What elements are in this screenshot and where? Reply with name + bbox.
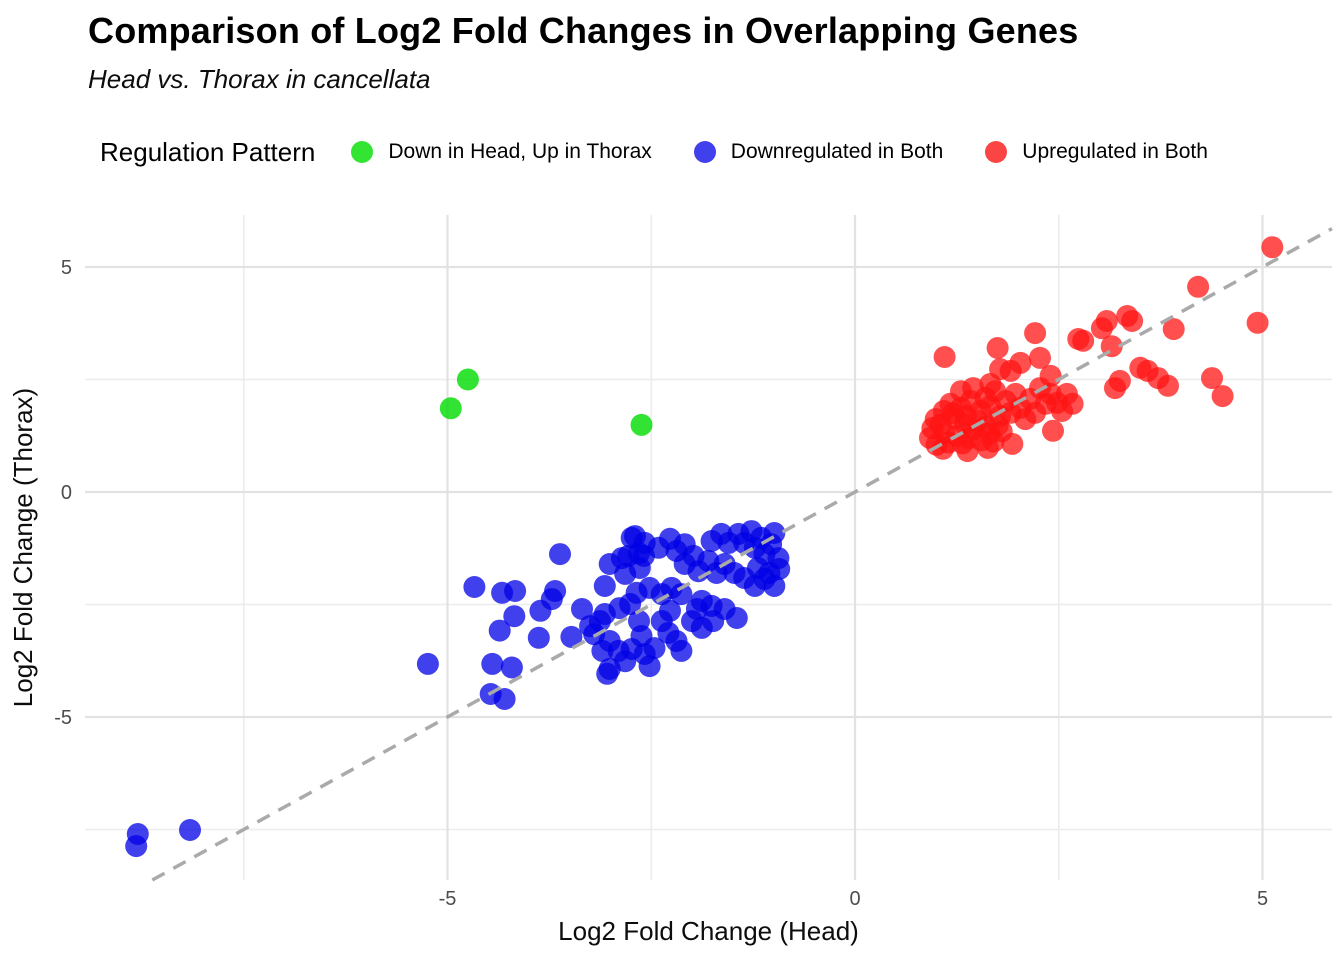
data-point [1029, 346, 1051, 369]
x-tick-label: 5 [1257, 888, 1268, 910]
data-point [1162, 318, 1185, 341]
data-point [747, 557, 769, 579]
series-0 [439, 368, 653, 436]
y-tick-label: 0 [61, 482, 72, 504]
data-point [986, 337, 1009, 359]
legend-item-label: Downregulated in Both [730, 140, 944, 163]
legend-dot-icon [985, 141, 1008, 163]
data-point [416, 652, 439, 675]
data-point [125, 835, 148, 858]
data-point [638, 655, 661, 678]
data-point [630, 413, 653, 436]
data-point [670, 639, 693, 662]
data-point [932, 437, 954, 460]
data-point [593, 575, 616, 597]
data-point [1104, 377, 1126, 400]
legend-item-green: Down in Head, Up in Thorax [351, 140, 652, 164]
legend-item-label: Down in Head, Up in Thorax [388, 140, 652, 163]
data-point [439, 397, 462, 420]
y-tick-label: 5 [61, 257, 72, 279]
data-point [571, 598, 593, 620]
data-point [1061, 392, 1084, 415]
series-1 [125, 520, 791, 858]
data-point [1261, 236, 1284, 259]
data-point [504, 580, 527, 602]
identity-line [151, 227, 1333, 882]
data-point [659, 599, 681, 622]
data-point [1157, 374, 1179, 397]
y-axis-title: Log2 Fold Change (Thorax) [8, 388, 38, 707]
data-point [1121, 310, 1144, 332]
data-point [956, 440, 979, 463]
data-point [1095, 310, 1118, 332]
data-point [549, 543, 571, 566]
data-point [493, 688, 516, 710]
data-point [1072, 329, 1095, 352]
data-point [596, 662, 619, 685]
legend-item-label: Upregulated in Both [1022, 140, 1208, 163]
chart-subtitle: Head vs. Thorax in cancellata [88, 64, 431, 94]
data-point [1187, 275, 1210, 298]
data-point [1024, 322, 1047, 345]
data-point [1211, 385, 1234, 408]
data-point [503, 605, 526, 628]
data-point [463, 576, 486, 598]
data-point [643, 637, 666, 660]
data-point [488, 619, 511, 642]
data-point [725, 607, 748, 629]
legend-item-red: Upregulated in Both [985, 140, 1208, 164]
x-tick-label: -5 [439, 888, 457, 910]
data-point [1001, 432, 1024, 455]
data-point [179, 819, 201, 841]
legend: Regulation Pattern Down in Head, Up in T… [100, 136, 1208, 168]
y-tick-label: -5 [54, 707, 72, 729]
series-2 [919, 236, 1284, 463]
data-point [591, 639, 614, 662]
data-point [1246, 311, 1269, 334]
legend-title: Regulation Pattern [100, 136, 316, 167]
legend-dot-icon [693, 141, 716, 163]
data-point [700, 594, 723, 617]
data-point [527, 626, 550, 649]
chart-title: Comparison of Log2 Fold Changes in Overl… [88, 10, 1079, 51]
legend-dot-icon [351, 141, 374, 163]
data-point [1042, 419, 1064, 442]
legend-items: Down in Head, Up in Thorax Downregulated … [351, 140, 1208, 164]
data-point [670, 583, 693, 606]
data-point [456, 368, 479, 391]
data-point [481, 652, 504, 675]
data-point [976, 436, 999, 459]
data-point [1201, 367, 1223, 390]
data-point [500, 656, 523, 679]
data-point [933, 346, 956, 368]
data-point [979, 373, 1002, 395]
x-axis-title: Log2 Fold Change (Head) [558, 916, 859, 946]
data-point [560, 625, 583, 648]
data-point [544, 580, 567, 602]
x-tick-label: 0 [849, 888, 860, 910]
legend-item-blue: Downregulated in Both [693, 140, 944, 164]
